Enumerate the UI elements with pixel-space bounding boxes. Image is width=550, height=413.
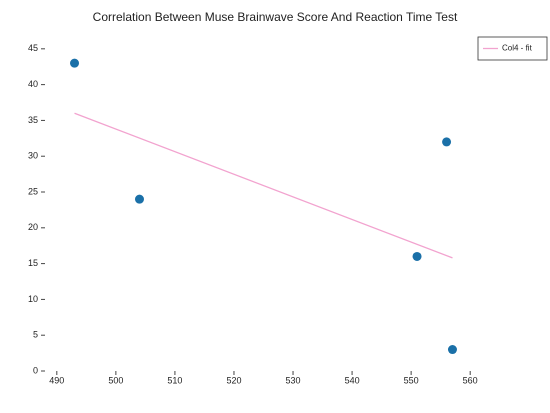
x-tick-label: 490 xyxy=(49,375,64,385)
x-tick-label: 530 xyxy=(286,375,301,385)
scatter-point xyxy=(447,345,457,355)
y-tick-label: 15 xyxy=(28,258,38,268)
y-tick-label: 35 xyxy=(28,115,38,125)
legend-label: Col4 - fit xyxy=(502,44,533,53)
x-tick-label: 510 xyxy=(167,375,182,385)
y-tick-label: 45 xyxy=(28,43,38,53)
scatter-point xyxy=(70,58,80,68)
y-tick-label: 25 xyxy=(28,186,38,196)
y-tick-label: 30 xyxy=(28,151,38,161)
x-tick-label: 520 xyxy=(226,375,241,385)
y-tick-label: 10 xyxy=(28,294,38,304)
legend-box xyxy=(477,36,548,61)
y-tick-label: 5 xyxy=(33,330,38,340)
y-tick-label: 0 xyxy=(33,365,38,375)
x-tick-label: 540 xyxy=(345,375,360,385)
scatter-point xyxy=(134,194,144,204)
y-tick-label: 20 xyxy=(28,222,38,232)
y-tick-label: 40 xyxy=(28,79,38,89)
scatter-point xyxy=(442,137,452,147)
fit-line xyxy=(74,112,453,259)
x-tick-label: 550 xyxy=(404,375,419,385)
x-tick-label: 560 xyxy=(463,375,478,385)
x-tick-label: 500 xyxy=(108,375,123,385)
chart-title: Correlation Between Muse Brainwave Score… xyxy=(93,10,458,24)
scatter-point xyxy=(412,251,422,261)
